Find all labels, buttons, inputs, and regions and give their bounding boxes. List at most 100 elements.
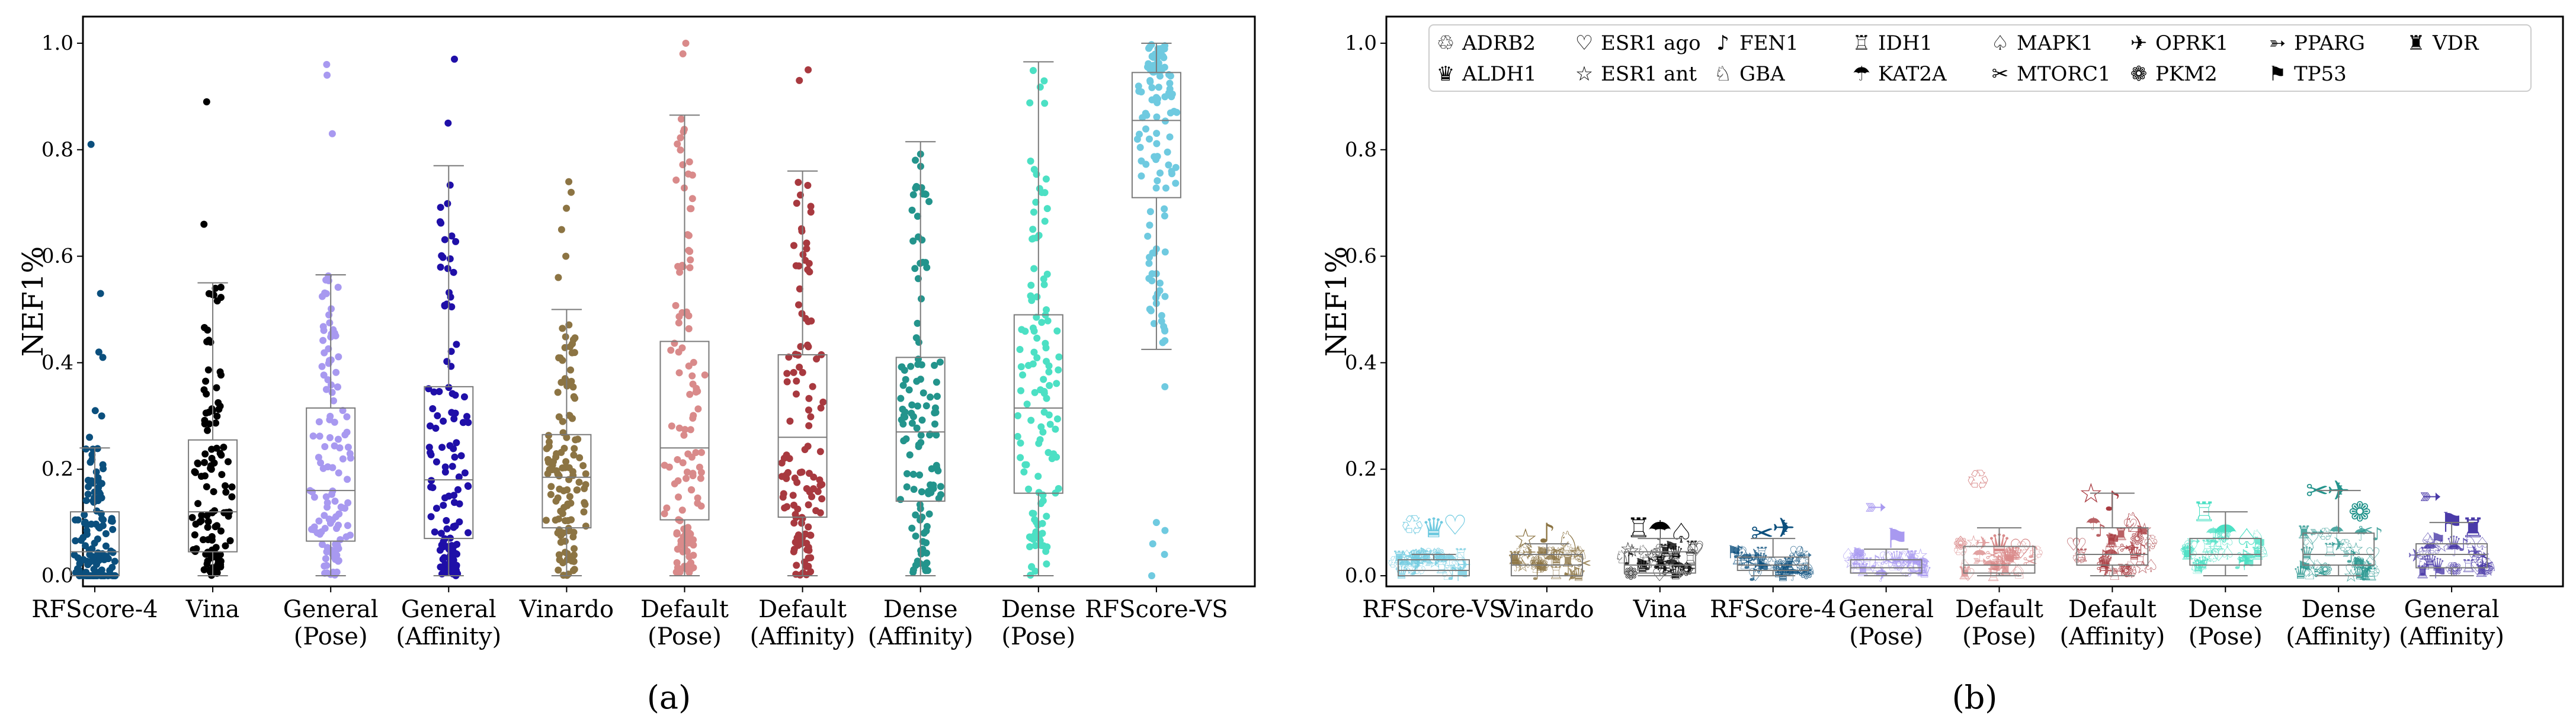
x-tick-label: General	[283, 596, 379, 623]
data-point	[917, 431, 925, 439]
data-point	[1020, 468, 1028, 476]
data-point	[679, 459, 687, 467]
data-point	[427, 483, 435, 491]
data-marker: ✂	[1985, 546, 2000, 566]
data-point	[1160, 323, 1168, 331]
data-point	[794, 178, 802, 186]
data-point	[571, 394, 579, 402]
data-point	[427, 449, 434, 457]
data-marker: ♡	[2065, 534, 2081, 555]
data-point	[1152, 184, 1160, 192]
data-point	[914, 557, 921, 565]
data-point	[1164, 148, 1171, 156]
data-point	[1017, 387, 1025, 394]
data-marker: ♪	[1993, 551, 2004, 572]
data-marker: ♡	[1417, 545, 1433, 566]
data-marker: ♡	[1520, 552, 1536, 573]
data-marker: ♤	[1840, 545, 1856, 566]
data-point	[315, 418, 323, 426]
data-marker: ⚑	[2105, 530, 2121, 550]
data-point	[1031, 542, 1039, 550]
data-point	[1167, 109, 1174, 117]
x-tick-label: Vinardo	[519, 596, 614, 623]
data-point	[81, 518, 89, 526]
data-point	[323, 562, 331, 569]
data-marker: ♲	[1953, 540, 1969, 561]
x-tick-label: (Pose)	[1001, 623, 1075, 650]
data-marker: ✂	[1654, 554, 1669, 575]
data-point	[689, 472, 697, 480]
data-point	[916, 471, 924, 479]
data-point	[194, 460, 202, 467]
data-point	[918, 488, 925, 496]
data-point	[918, 361, 925, 368]
data-point	[1027, 157, 1034, 165]
data-point	[73, 565, 81, 573]
data-marker: ✈	[2125, 538, 2140, 559]
data-point	[1042, 175, 1050, 183]
data-point	[793, 200, 800, 207]
series-dense-affinity-	[895, 141, 946, 577]
data-marker: ♪	[2234, 553, 2245, 574]
data-point	[903, 470, 911, 477]
data-point	[1161, 117, 1169, 125]
data-point	[204, 426, 212, 434]
axes-frame	[1385, 15, 2564, 588]
data-point	[437, 264, 444, 271]
data-marker: ❁	[1773, 556, 1787, 577]
data-marker: ✂	[2119, 538, 2134, 559]
data-marker: ♘	[2106, 564, 2122, 585]
data-point	[685, 246, 693, 254]
data-point	[216, 450, 224, 457]
data-point	[323, 60, 331, 68]
data-point	[441, 236, 448, 243]
data-marker: ➳	[2309, 521, 2324, 542]
data-marker: ♖	[1754, 544, 1770, 564]
data-point	[446, 255, 454, 262]
data-point	[323, 503, 331, 511]
data-point	[446, 181, 454, 189]
data-marker: ♘	[2189, 557, 2205, 578]
data-point	[686, 390, 694, 398]
data-point	[805, 501, 812, 509]
data-marker: ♪	[1743, 553, 1754, 573]
data-point	[571, 545, 578, 553]
box	[2076, 527, 2149, 566]
data-point	[690, 536, 697, 544]
panel-label: (a)	[647, 679, 691, 716]
data-marker: ♡	[1689, 538, 1704, 559]
data-point	[797, 343, 805, 351]
data-point	[326, 434, 334, 441]
data-point	[564, 378, 572, 386]
legend-label: GBA	[1739, 62, 1785, 86]
box	[1736, 556, 1809, 572]
data-point	[203, 338, 211, 345]
data-marker: ➳	[2205, 531, 2219, 552]
data-marker: ♜	[1391, 548, 1407, 569]
data-marker: ♛	[2190, 557, 2206, 578]
data-point	[444, 200, 451, 207]
data-point	[805, 66, 812, 73]
data-point	[432, 424, 440, 432]
data-point	[331, 498, 339, 505]
spade-icon: ♤	[1991, 31, 2009, 55]
x-tick-label: RFScore-VS	[1085, 596, 1228, 623]
data-point	[321, 443, 329, 451]
data-point	[448, 390, 456, 397]
rook-icon: ♖	[1853, 31, 1870, 55]
data-marker: ♪	[1447, 564, 1458, 585]
data-marker: ♛	[1571, 564, 1587, 585]
data-marker: ✈	[1681, 559, 1696, 579]
data-point	[898, 363, 905, 371]
data-point	[908, 419, 916, 427]
data-point	[672, 301, 680, 309]
data-marker: ♜	[2415, 562, 2431, 583]
data-marker: ♛	[2446, 532, 2462, 553]
data-point	[1159, 339, 1167, 347]
data-point	[559, 418, 566, 425]
data-marker: ♤	[1427, 545, 1443, 566]
data-point	[672, 568, 680, 576]
data-marker: ☂	[2205, 524, 2221, 545]
data-point	[795, 301, 803, 309]
x-tick-label: (Affinity)	[2399, 623, 2504, 650]
